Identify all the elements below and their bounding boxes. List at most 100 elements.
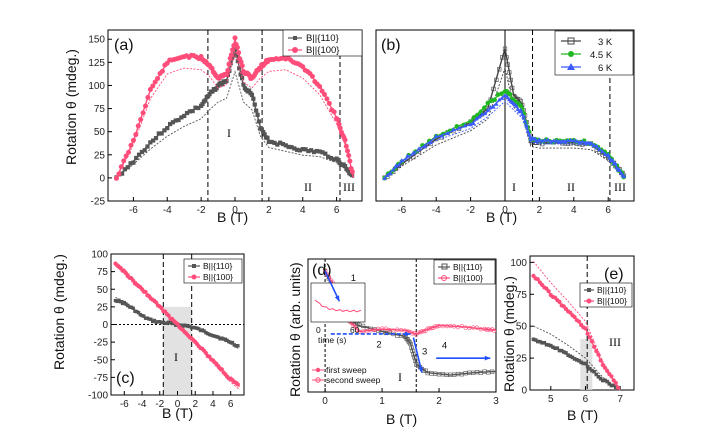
- panel-a-100-point: [147, 86, 153, 92]
- panel-a-100-point: [335, 117, 341, 123]
- panel-b-6k-point: [560, 139, 565, 144]
- panel-e-xtick-label: 6: [583, 394, 589, 405]
- panel-a-100-point: [336, 121, 342, 127]
- panel-a-110-point: [134, 155, 139, 161]
- panel-b-6k-point: [583, 140, 588, 145]
- panel-b-6k-point: [485, 107, 490, 112]
- panel-b-6k-point: [588, 141, 594, 146]
- panel-a-ytick-label: 125: [88, 58, 105, 69]
- panel-d-100-point: [435, 324, 440, 329]
- panel-d-step-arrow: [324, 270, 341, 302]
- panel-c-xtick-label: 0: [175, 399, 181, 410]
- panel-b-6k-point: [388, 171, 393, 176]
- panel-d-110-point: [490, 369, 495, 374]
- panel-b-6k-point: [451, 127, 456, 132]
- panel-e-110-point: [596, 374, 601, 379]
- panel-d-region-I: I: [398, 370, 402, 384]
- panel-b-6k-point: [428, 139, 433, 144]
- panel-c-100-point: [154, 300, 159, 305]
- panel-a-110-point: [145, 144, 150, 149]
- panel-b-legend-45k-marker: [568, 51, 574, 57]
- panel-c-label: (c): [116, 370, 135, 387]
- panel-b-legend-6k-label: 6 K: [598, 63, 613, 74]
- panel-b-region-III: III: [614, 180, 626, 194]
- panel-e-ytick-label: 0: [521, 386, 527, 397]
- panel-b-6k-point: [434, 133, 439, 138]
- panel-c-110-point: [119, 300, 123, 304]
- panel-a-100-point: [239, 63, 245, 69]
- panel-a-100-point: [130, 137, 136, 143]
- panel-d-inset-xlabel: time (s): [318, 335, 347, 345]
- panel-c-legend-100-marker: [191, 274, 197, 280]
- panel-b-6k-point: [396, 162, 402, 167]
- panel-a-100-point: [133, 132, 139, 138]
- panel-a-xtick-label: -2: [197, 205, 206, 216]
- panel-a-110-point: [249, 92, 255, 97]
- panel-a-100-point: [228, 52, 234, 58]
- panel-e-110-point: [605, 379, 609, 384]
- panel-a-110-point: [159, 131, 164, 136]
- panel-c-ytick-label: 100: [91, 250, 108, 261]
- panel-e-100-point: [613, 380, 618, 385]
- panel-d-100-point: [452, 324, 457, 329]
- panel-b-6k-point: [416, 146, 422, 151]
- panel-b-3k-point: [494, 77, 499, 82]
- panel-a-100-point: [113, 175, 119, 181]
- panel-e-100-point: [568, 310, 573, 315]
- panel-a-ylabel: Rotation θ (mdeg.): [63, 49, 79, 165]
- panel-a-xtick-label: -6: [129, 205, 138, 216]
- panel-a-ytick-label: 50: [94, 127, 106, 138]
- panel-e-110-point: [611, 383, 616, 388]
- panel-a-110-point: [224, 78, 229, 84]
- panel-d-100-point: [410, 331, 415, 336]
- panel-b-legend-3k-marker: [567, 37, 575, 45]
- panel-d-step-arrowhead: [484, 355, 491, 361]
- panel-a-110-point: [256, 119, 262, 124]
- panel-b-6k-point: [471, 121, 476, 126]
- panel-b-6k-point: [527, 132, 532, 137]
- panel-a-110-point: [182, 113, 187, 119]
- panel-c-region-I: I: [174, 350, 178, 364]
- panel-e-100-point: [598, 358, 603, 363]
- panel-b-3k-point: [508, 77, 513, 83]
- panel-b-6k-point: [521, 113, 526, 118]
- panel-b-xtick-label: 0: [502, 205, 508, 216]
- panel-d-step-arrow: [412, 337, 423, 373]
- panel-b-xtick-label: -2: [466, 205, 475, 216]
- panel-e-110-point: [564, 351, 568, 355]
- panel-b-xtick-label: 2: [537, 205, 543, 216]
- panel-d-100-point: [492, 328, 497, 333]
- panel-e-100-point: [615, 385, 621, 390]
- panel-a-110-point: [151, 138, 156, 143]
- panel-e-110-point: [555, 346, 560, 350]
- panel-a-100-point: [135, 123, 141, 129]
- panel-b-6k-point: [571, 137, 576, 142]
- panel-c-ytick-label: 75: [97, 267, 109, 278]
- panel-c-ytick-label: -100: [88, 391, 108, 402]
- panel-e-100-point: [594, 349, 599, 354]
- panel-e-100-point: [592, 344, 597, 349]
- panel-e-ylabel: Rotation θ (mdeg.): [501, 276, 517, 392]
- panel-b: -6 -4 -2 0 2 4 6 (b) B (T) 3 K 4.5 K 6 K I II …: [375, 29, 635, 225]
- panel-b-6k-point: [422, 143, 427, 148]
- panel-b-45k-point: [507, 92, 513, 97]
- panel-b-6k-point: [411, 150, 416, 155]
- panel-b-6k-point: [468, 122, 473, 127]
- panel-a-100-point: [121, 158, 127, 164]
- panel-b-6k-point: [382, 176, 387, 181]
- panel-b-6k-point: [399, 158, 404, 163]
- panel-a-100-point: [342, 137, 348, 143]
- panel-a-100-point: [226, 61, 232, 67]
- panel-b-6k-point: [606, 152, 611, 157]
- panel-d-legend-110-label: B||{110}: [453, 262, 482, 272]
- panel-b-6k-point: [456, 125, 462, 130]
- panel-d-100-point: [474, 325, 480, 330]
- panel-c-100-point: [175, 321, 180, 327]
- panel-d-ylabel: Rotation θ (arb. units): [287, 262, 303, 397]
- panel-d-100-point: [416, 330, 421, 335]
- panel-b-6k-point: [439, 133, 445, 138]
- panel-a-xtick-label: -4: [163, 205, 172, 216]
- panel-a-region-III: III: [343, 180, 355, 194]
